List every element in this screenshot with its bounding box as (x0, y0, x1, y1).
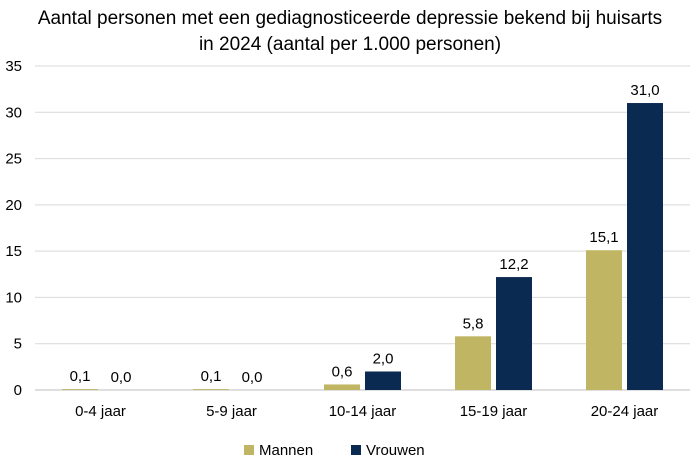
data-label: 31,0 (630, 82, 659, 99)
y-tick-label: 25 (5, 151, 22, 168)
y-tick-label: 20 (5, 197, 22, 214)
bar-mannen (62, 389, 98, 390)
x-tick-label: 0-4 jaar (75, 403, 126, 420)
data-label: 0,6 (332, 363, 353, 380)
data-label: 12,2 (499, 256, 528, 273)
data-label: 0,0 (111, 369, 132, 386)
y-tick-label: 10 (5, 289, 22, 306)
y-tick-label: 15 (5, 243, 22, 260)
bar-vrouwen (496, 277, 532, 390)
bar-mannen (455, 336, 491, 390)
bar-vrouwen (365, 371, 401, 390)
x-tick-label: 20-24 jaar (591, 403, 659, 420)
legend-swatch-mannen (244, 445, 254, 455)
data-label: 15,1 (589, 229, 618, 246)
x-tick-label: 10-14 jaar (329, 403, 397, 420)
bar-mannen (586, 250, 622, 390)
y-tick-label: 0 (14, 382, 22, 399)
y-tick-label: 5 (14, 336, 22, 353)
chart-title: Aantal personen met een gediagnosticeerd… (0, 6, 700, 58)
chart-title-line-2: in 2024 (aantal per 1.000 personen) (198, 34, 502, 55)
chart-title-line-1: Aantal personen met een gediagnosticeerd… (37, 8, 663, 29)
data-label: 0,0 (242, 369, 263, 386)
bar-mannen (193, 389, 229, 390)
x-tick-label: 15-19 jaar (460, 403, 528, 420)
y-tick-label: 35 (5, 58, 22, 75)
y-tick-label: 30 (5, 104, 22, 121)
data-label: 5,8 (463, 315, 484, 332)
bar-vrouwen (627, 103, 663, 391)
legend-label-mannen: Mannen (259, 442, 313, 459)
data-label: 2,0 (373, 350, 394, 367)
data-label: 0,1 (201, 368, 222, 385)
x-tick-label: 5-9 jaar (206, 403, 257, 420)
legend-swatch-vrouwen (351, 445, 361, 455)
bar-mannen (324, 384, 360, 390)
data-label: 0,1 (70, 368, 91, 385)
legend-label-vrouwen: Vrouwen (366, 442, 425, 459)
